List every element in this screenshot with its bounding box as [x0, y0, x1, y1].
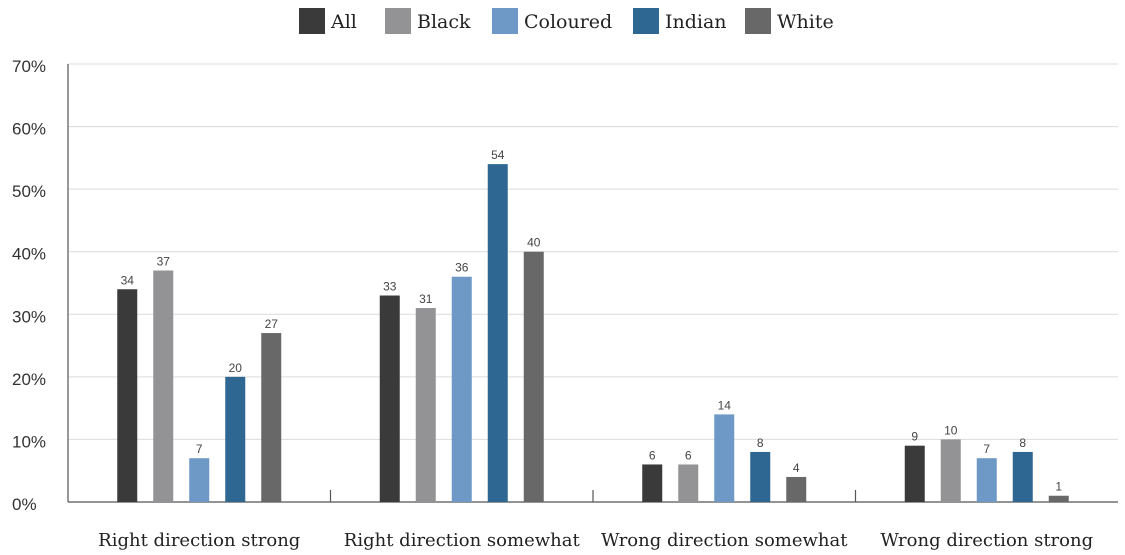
- bar-value-label: 14: [718, 398, 732, 412]
- legend-swatch-indian: [633, 8, 659, 34]
- y-tick-label: 60%: [12, 120, 46, 139]
- bar-value-label: 20: [229, 361, 243, 375]
- bar-group: 34 37 7 20 27: [117, 254, 282, 502]
- bar-value-label: 8: [1019, 436, 1026, 450]
- legend-item-coloured: Coloured: [492, 8, 612, 34]
- bar-value-label: 10: [944, 423, 958, 437]
- bar-value-label: 7: [196, 442, 203, 456]
- bar-white: [1048, 495, 1069, 502]
- bar-value-label: 1: [1055, 480, 1062, 494]
- bar-all: [379, 295, 400, 502]
- bar-coloured: [451, 276, 472, 502]
- y-tick-label: 10%: [12, 432, 46, 451]
- bar-black: [153, 270, 174, 502]
- category-labels: Right direction strong Right direction so…: [98, 530, 1093, 551]
- legend-swatch-all: [299, 8, 325, 34]
- bar-group: 33 31 36 54 40: [379, 148, 544, 502]
- bar-indian: [487, 164, 508, 502]
- y-tick-label: 70%: [12, 57, 46, 76]
- bar-black: [940, 439, 961, 502]
- legend-item-indian: Indian: [633, 8, 727, 34]
- y-tick-label: 50%: [12, 182, 46, 201]
- bar-black: [415, 308, 436, 502]
- bar-value-label: 54: [491, 148, 505, 162]
- legend-label-coloured: Coloured: [524, 11, 612, 33]
- legend-item-white: White: [745, 8, 834, 34]
- bar-value-label: 31: [419, 292, 433, 306]
- legend-swatch-black: [385, 8, 411, 34]
- bar-value-label: 37: [157, 254, 171, 268]
- y-tick-label: 30%: [12, 307, 46, 326]
- bar-all: [117, 289, 138, 502]
- bar-white: [261, 333, 282, 502]
- bar-group: 6 6 14 8 4: [642, 398, 807, 502]
- bar-group: 9 10 7 8 1: [904, 423, 1069, 502]
- y-tick-label: 0%: [12, 495, 37, 514]
- bar-all: [642, 464, 663, 502]
- bar-value-label: 4: [793, 461, 800, 475]
- bar-value-label: 40: [527, 236, 541, 250]
- bar-value-label: 36: [455, 261, 469, 275]
- y-axis-ticks: 0% 10% 20% 30% 40% 50% 60% 70%: [12, 57, 46, 514]
- bar-value-label: 9: [911, 430, 918, 444]
- bar-value-label: 34: [121, 273, 135, 287]
- legend-label-white: White: [777, 11, 834, 33]
- category-label: Right direction somewhat: [344, 530, 581, 551]
- y-tick-label: 20%: [12, 370, 46, 389]
- legend-label-all: All: [330, 11, 357, 33]
- bar-all: [904, 445, 925, 502]
- legend-label-black: Black: [417, 11, 471, 33]
- legend-item-black: Black: [385, 8, 471, 34]
- bar-value-label: 6: [685, 448, 692, 462]
- legend-label-indian: Indian: [665, 11, 727, 33]
- category-label: Wrong direction somewhat: [601, 530, 848, 551]
- category-label: Wrong direction strong: [880, 530, 1093, 551]
- bar-indian: [225, 376, 246, 502]
- bar-coloured: [189, 458, 210, 502]
- bar-value-label: 33: [383, 280, 397, 294]
- legend-swatch-coloured: [492, 8, 518, 34]
- bar-coloured: [714, 414, 735, 502]
- legend-swatch-white: [745, 8, 771, 34]
- bar-value-label: 8: [757, 436, 764, 450]
- bar-white: [786, 476, 807, 502]
- legend: All Black Coloured Indian White: [299, 8, 834, 34]
- bar-value-label: 7: [983, 442, 990, 456]
- bar-indian: [1012, 451, 1033, 502]
- bar-black: [678, 464, 699, 502]
- bar-value-label: 6: [649, 448, 656, 462]
- bar-coloured: [976, 458, 997, 502]
- legend-item-all: All: [299, 8, 357, 34]
- y-tick-label: 40%: [12, 245, 46, 264]
- bar-value-label: 27: [265, 317, 279, 331]
- bar-white: [523, 251, 544, 502]
- bar-indian: [750, 451, 771, 502]
- bars: 34 37 7 20 27 33 31 36 54 40 6 6 14 8 4 9 10 7 8 1: [117, 148, 1069, 502]
- category-label: Right direction strong: [98, 530, 300, 551]
